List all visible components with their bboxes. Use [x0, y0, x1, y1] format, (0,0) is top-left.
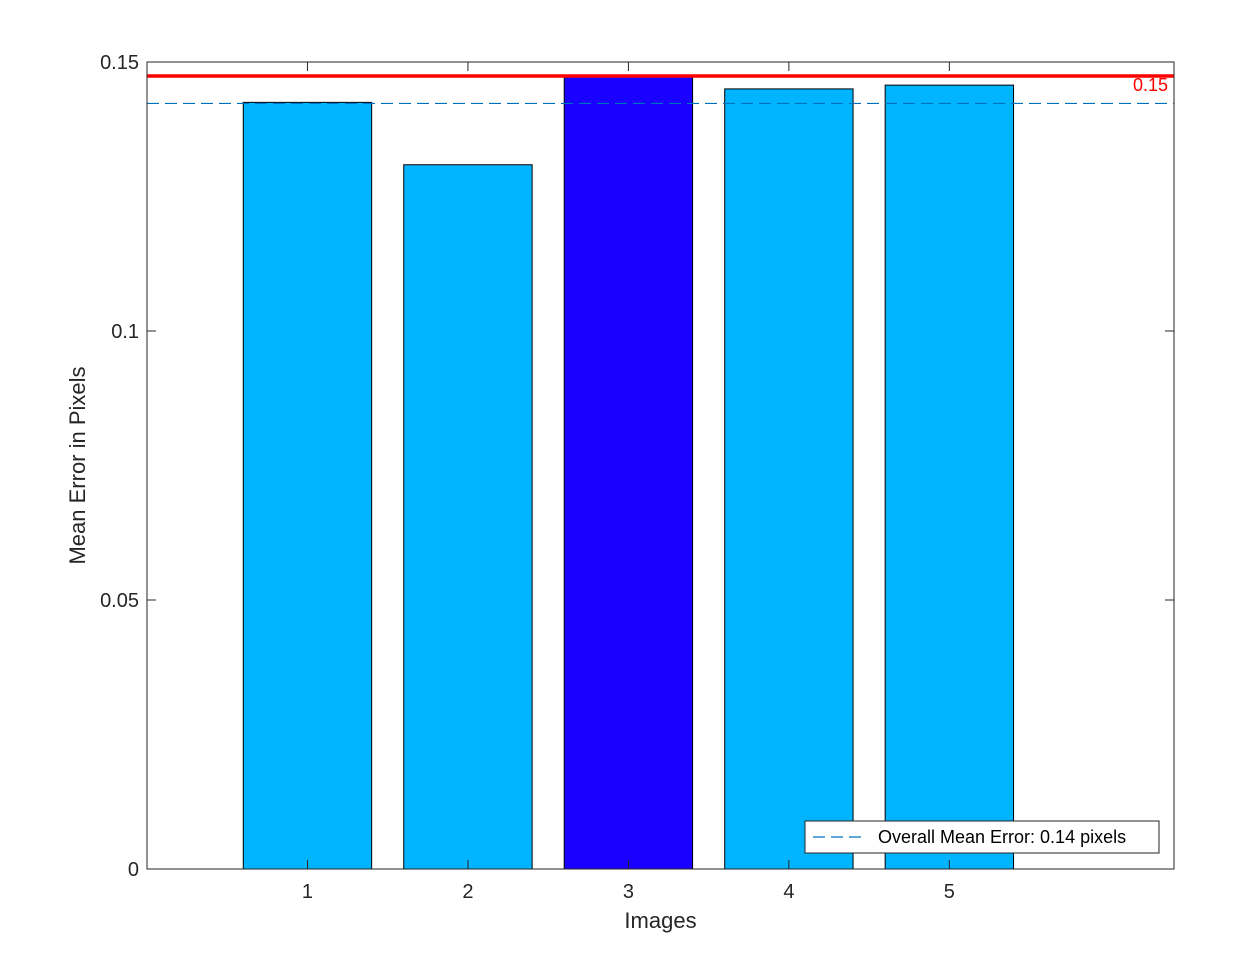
y-axis-label: Mean Error in Pixels	[65, 366, 90, 564]
bars-layer	[242, 75, 1015, 870]
x-axis-label: Images	[624, 908, 696, 933]
x-tick-label: 4	[783, 881, 794, 903]
reference-lines-layer	[147, 74, 1174, 105]
bar-image-4	[724, 88, 854, 870]
max-line-label: 0.15	[1133, 75, 1168, 95]
bar-image-1	[242, 101, 373, 870]
bar-image-3	[563, 75, 694, 870]
legend-box	[804, 820, 1160, 854]
x-tick-label: 3	[623, 881, 634, 903]
axes-box	[146, 61, 1175, 870]
ticks-layer: 1 2 3 4 5 0 0.05 0.1 0.15	[100, 52, 1174, 903]
x-tick-label: 1	[302, 881, 313, 903]
y-tick-label: 0.05	[100, 590, 139, 612]
legend: Overall Mean Error: 0.14 pixels	[804, 820, 1160, 854]
y-tick-label: 0	[128, 859, 139, 881]
legend-entry-label: Overall Mean Error: 0.14 pixels	[878, 827, 1126, 847]
x-tick-label: 2	[462, 881, 473, 903]
y-tick-label: 0.1	[111, 321, 139, 343]
x-tick-label: 5	[944, 881, 955, 903]
y-tick-label: 0.15	[100, 52, 139, 74]
bar-image-2	[403, 164, 533, 870]
bar-image-5	[884, 84, 1015, 870]
